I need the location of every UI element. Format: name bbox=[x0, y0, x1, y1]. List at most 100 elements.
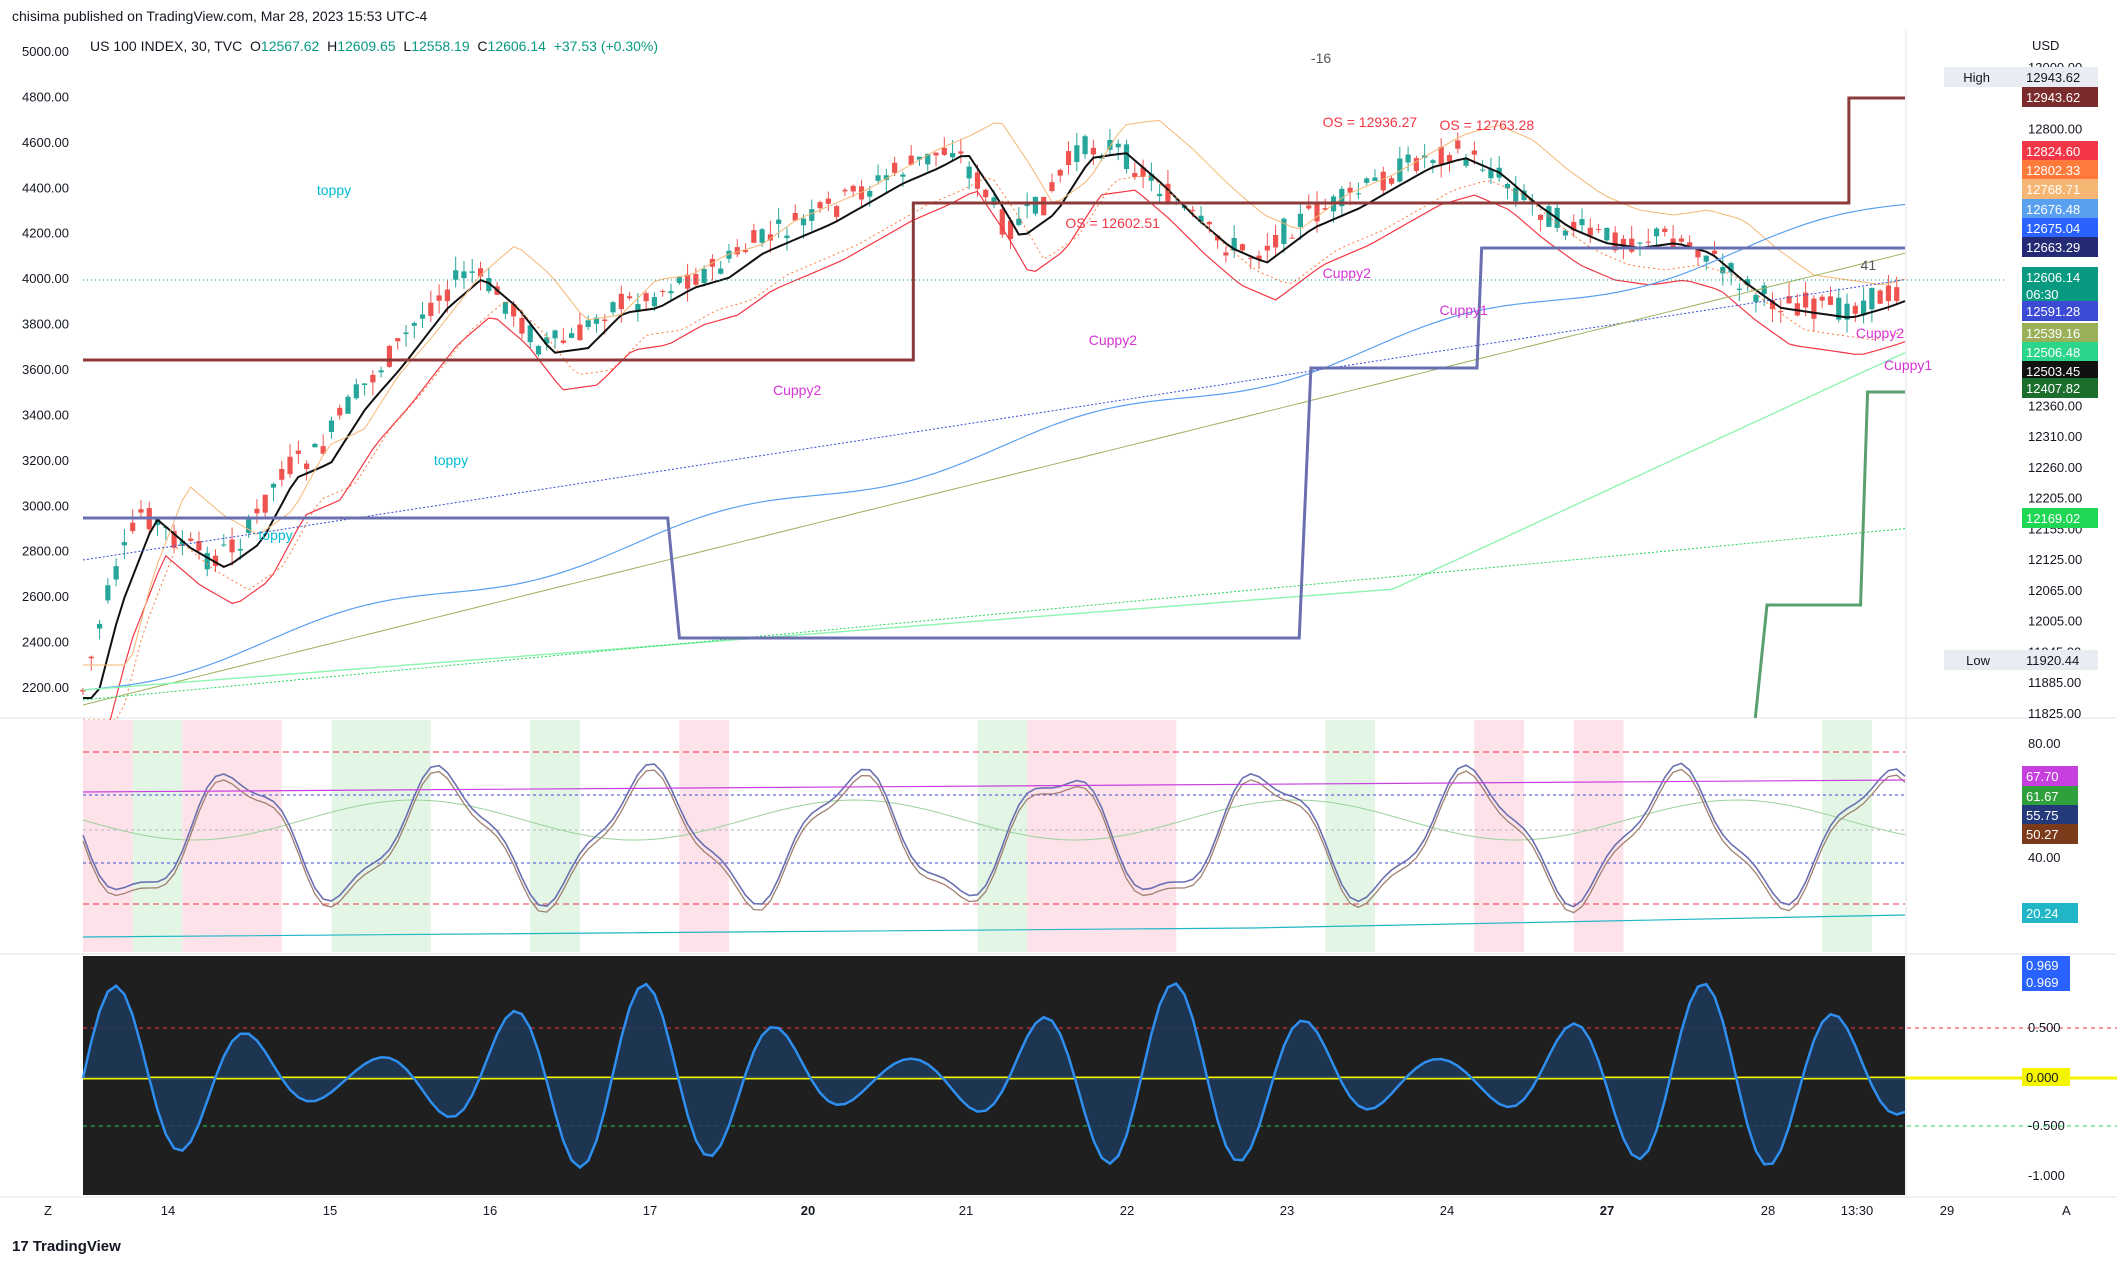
candle bbox=[1306, 205, 1312, 209]
candle bbox=[593, 317, 600, 324]
candle bbox=[1272, 235, 1279, 248]
price-label-prefix-bg bbox=[1944, 650, 2024, 670]
candle bbox=[237, 548, 243, 551]
candle bbox=[1248, 257, 1254, 259]
currency-label: USD bbox=[2032, 38, 2059, 53]
osc1-band bbox=[1325, 720, 1375, 952]
candle bbox=[701, 268, 707, 284]
candle bbox=[1231, 237, 1237, 251]
price-label-bg bbox=[2022, 199, 2098, 219]
price-label-text: 12943.62 bbox=[2026, 70, 2080, 85]
high-label: H bbox=[327, 38, 338, 54]
candle bbox=[1827, 296, 1834, 305]
osc1-axis-tick: 80.00 bbox=[2028, 736, 2061, 751]
price-label-bg bbox=[2022, 67, 2098, 87]
time-axis-tick: 14 bbox=[161, 1203, 175, 1218]
price-axis-tick: 12205.00 bbox=[2028, 491, 2082, 506]
candle bbox=[1620, 238, 1627, 246]
price-label-text: 12591.28 bbox=[2026, 304, 2080, 319]
candle bbox=[1264, 245, 1270, 251]
candle bbox=[635, 304, 641, 312]
candle bbox=[867, 190, 873, 197]
time-axis-tick: 29 bbox=[1940, 1203, 1954, 1218]
osc1-value-label: 61.67 bbox=[2022, 786, 2078, 806]
candle bbox=[1099, 156, 1105, 159]
candle bbox=[751, 230, 757, 243]
tradingview-logo[interactable]: 17 TradingView bbox=[12, 1238, 121, 1255]
candle bbox=[519, 317, 525, 334]
candle bbox=[1438, 147, 1444, 165]
candle bbox=[800, 218, 807, 226]
time-axis-tick: 23 bbox=[1280, 1203, 1294, 1218]
candle bbox=[1413, 158, 1419, 171]
price-label: 12943.62 bbox=[2022, 87, 2098, 107]
candle bbox=[552, 330, 558, 339]
candle bbox=[486, 278, 492, 292]
osc2-axis-tick: -0.500 bbox=[2028, 1118, 2065, 1133]
price-label: 12606.14 bbox=[2022, 267, 2098, 287]
osc1-value-label: 50.27 bbox=[2022, 824, 2078, 844]
left-axis-tick: 2400.00 bbox=[22, 635, 69, 650]
osc2-value-text: 0.969 bbox=[2026, 975, 2059, 990]
candle bbox=[254, 508, 260, 514]
candle bbox=[1703, 255, 1709, 262]
tv-mark-icon: 17 bbox=[12, 1238, 29, 1255]
candle bbox=[212, 555, 219, 567]
candle bbox=[287, 456, 293, 475]
candle bbox=[1695, 249, 1701, 258]
price-axis-tick: 12125.00 bbox=[2028, 552, 2082, 567]
osc1-value-text: 67.70 bbox=[2026, 769, 2059, 784]
left-axis-tick: 2600.00 bbox=[22, 589, 69, 604]
candle bbox=[817, 202, 823, 209]
time-axis-tick: 20 bbox=[801, 1203, 815, 1218]
chart-annotation: Cuppy2 bbox=[1323, 265, 1371, 281]
candle bbox=[1885, 285, 1892, 302]
osc1-value-text: 61.67 bbox=[2026, 789, 2059, 804]
candle bbox=[1289, 237, 1295, 239]
candle bbox=[1662, 228, 1668, 232]
candle bbox=[1860, 300, 1867, 316]
osc1-band bbox=[381, 720, 431, 952]
candle bbox=[1745, 279, 1751, 286]
red-trail-line bbox=[83, 189, 1906, 736]
osc1-value-label: 55.75 bbox=[2022, 805, 2078, 825]
price-label-bg bbox=[2022, 342, 2098, 362]
candle bbox=[1480, 169, 1486, 171]
symbol-name[interactable]: US 100 INDEX, 30, TVC bbox=[90, 38, 243, 54]
candle bbox=[660, 290, 666, 292]
price-label-text: 12169.02 bbox=[2026, 511, 2080, 526]
price-axis-tick: 11825.00 bbox=[2028, 706, 2081, 721]
candle bbox=[469, 271, 475, 273]
zoom-button: Z bbox=[44, 1203, 52, 1218]
candle bbox=[933, 152, 939, 156]
chart-annotation: toppy bbox=[317, 182, 351, 198]
price-label-text: 12407.82 bbox=[2026, 381, 2080, 396]
candle bbox=[171, 531, 177, 548]
candle bbox=[246, 519, 252, 533]
time-axis-tick: 13:30 bbox=[1841, 1203, 1874, 1218]
published-info: chisima published on TradingView.com, Ma… bbox=[12, 8, 428, 24]
price-axis-tick: 12005.00 bbox=[2028, 614, 2082, 629]
osc1-band bbox=[132, 720, 183, 952]
candle bbox=[535, 346, 542, 355]
price-label: 12503.45 bbox=[2022, 361, 2098, 381]
chart-annotation: OS = 12936.27 bbox=[1323, 114, 1418, 130]
candle bbox=[345, 396, 351, 414]
price-label: 12768.71 bbox=[2022, 179, 2098, 199]
candle bbox=[154, 519, 161, 525]
osc2-axis-tick: -1.000 bbox=[2028, 1168, 2065, 1183]
time-axis-tick: 16 bbox=[483, 1203, 497, 1218]
price-label-text: 12768.71 bbox=[2026, 182, 2080, 197]
candle bbox=[337, 407, 343, 416]
candle bbox=[1538, 214, 1544, 220]
low-label: L bbox=[403, 38, 412, 54]
change-value: +37.53 (+0.30%) bbox=[553, 38, 659, 54]
chart-annotation: Cuppy1 bbox=[1440, 302, 1488, 318]
left-axis-tick: 4800.00 bbox=[22, 89, 69, 104]
osc1-value-bg bbox=[2022, 903, 2078, 923]
osc1-value-bg bbox=[2022, 766, 2078, 786]
candle bbox=[1090, 147, 1096, 155]
candle bbox=[834, 206, 840, 217]
candle bbox=[328, 420, 335, 433]
